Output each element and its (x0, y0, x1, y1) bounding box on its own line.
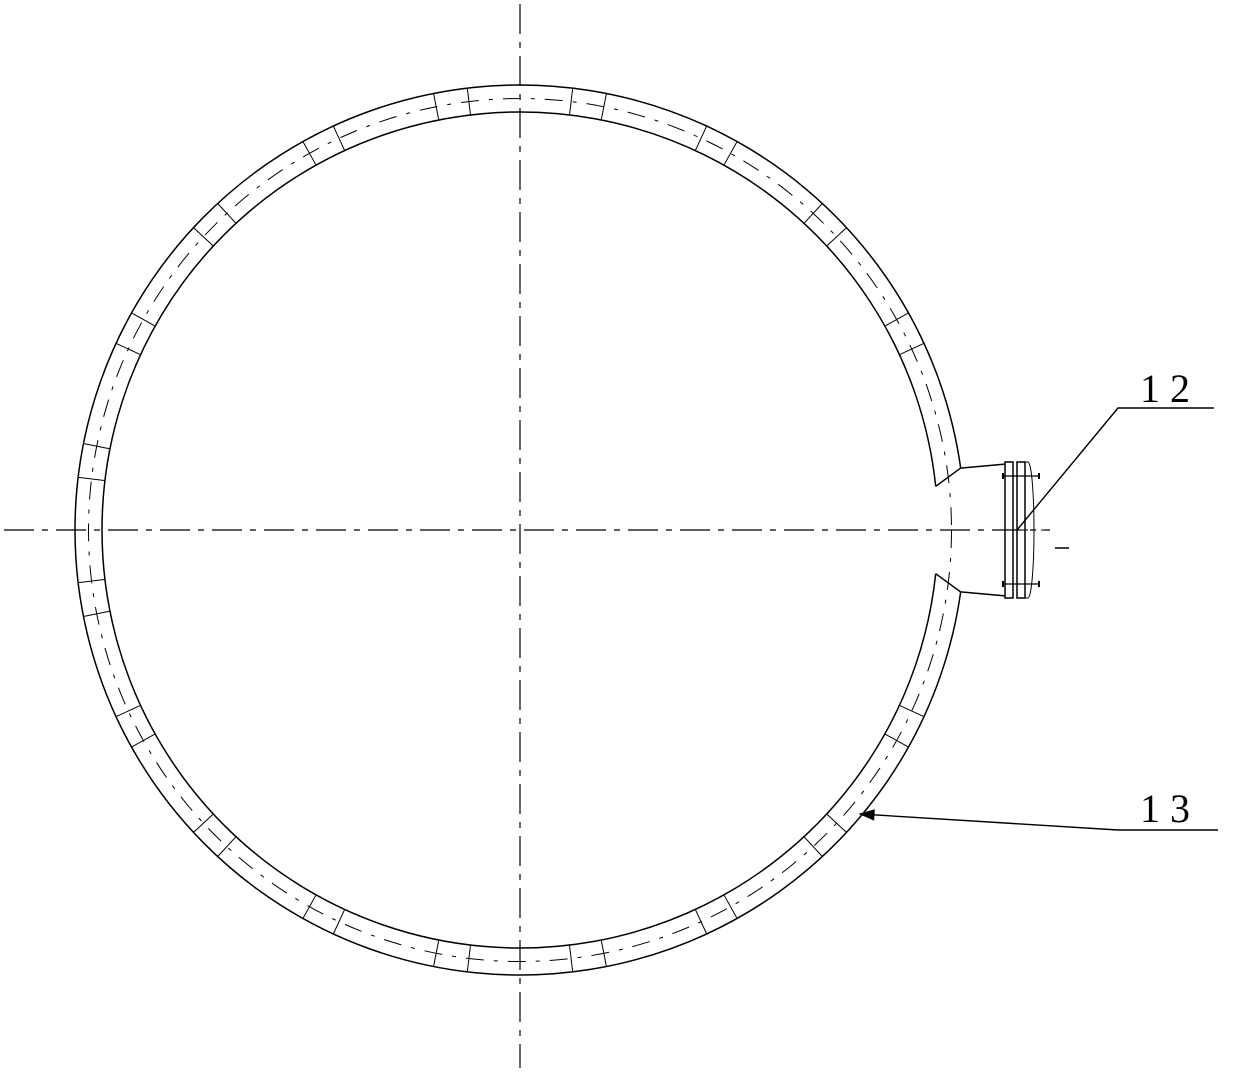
centerlines (4, 4, 1050, 1068)
leader-lines (860, 408, 1218, 830)
callout-labels: 1 2 1 3 (1140, 366, 1190, 831)
engineering-drawing: 1 2 1 3 (0, 0, 1239, 1074)
leader-12 (1017, 408, 1214, 530)
label-12: 1 2 (1140, 366, 1190, 411)
label-13: 1 3 (1140, 786, 1190, 831)
